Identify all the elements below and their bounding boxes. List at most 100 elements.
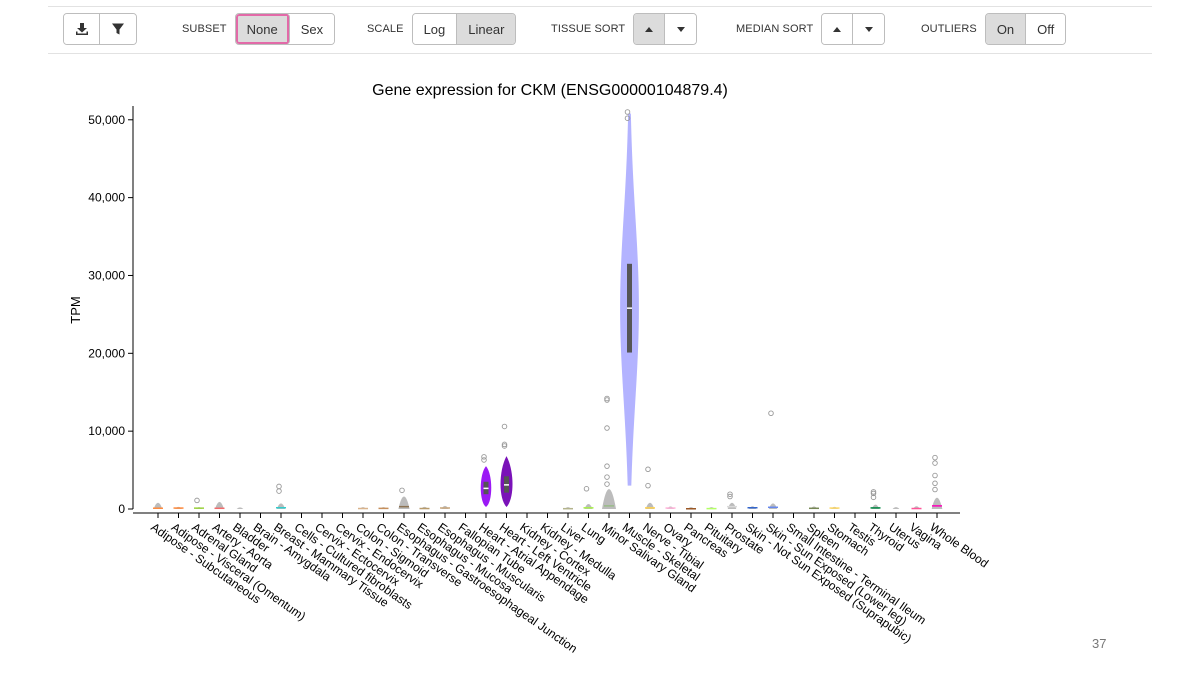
- outlier-point: [604, 463, 610, 469]
- download-button[interactable]: [64, 14, 100, 44]
- outlier-point: [399, 487, 405, 494]
- outlier-point: [604, 397, 610, 403]
- outlier-point: [276, 483, 282, 490]
- outlier-point: [932, 454, 938, 461]
- violin-chart: Gene expression for CKM (ENSG00000104879…: [68, 82, 991, 656]
- y-tick-label: 20,000: [88, 346, 125, 360]
- tissue-sort-group: TISSUE SORT: [551, 13, 698, 45]
- caret-up-icon: [833, 26, 842, 32]
- outlier-point: [932, 480, 938, 487]
- outlier-point: [194, 497, 200, 504]
- violin-35: [870, 489, 881, 509]
- violin-10: [358, 507, 368, 510]
- outlier-point: [645, 482, 651, 489]
- tissue-sort-label: TISSUE SORT: [551, 23, 626, 35]
- y-tick-label: 0: [118, 502, 125, 516]
- violin-28: [727, 491, 737, 509]
- outliers-off-button[interactable]: Off: [1026, 14, 1066, 44]
- outlier-point: [501, 423, 508, 430]
- violin-20: [563, 507, 573, 510]
- outlier-point: [727, 493, 733, 500]
- violin-1: [173, 506, 184, 509]
- filter-button[interactable]: [100, 14, 136, 44]
- median-sort-descending-button[interactable]: [853, 14, 885, 44]
- violin-33: [829, 506, 840, 509]
- scale-log-button[interactable]: Log: [412, 14, 458, 44]
- y-tick-label: 50,000: [88, 113, 125, 127]
- violin-3: [214, 501, 225, 510]
- y-tick-label: 30,000: [88, 268, 125, 282]
- outlier-point: [768, 410, 774, 417]
- y-axis: 0 10,000 20,000 30,000 40,000 50,000: [88, 106, 134, 516]
- chart-title: Gene expression for CKM (ENSG00000104879…: [372, 82, 728, 99]
- export-filter-group: [63, 13, 137, 45]
- caret-up-icon: [645, 26, 654, 32]
- outlier-point: [870, 490, 877, 497]
- violin-38: [931, 454, 943, 509]
- violin-21: [583, 486, 594, 509]
- subset-none-button[interactable]: None: [235, 14, 290, 44]
- violin-shape: [931, 497, 943, 509]
- violin-6: [276, 483, 286, 509]
- outlier-point: [624, 115, 631, 121]
- outlier-point: [624, 109, 631, 115]
- violin-shape: [768, 503, 778, 509]
- toolbar: SUBSET None Sex SCALE Log Linear TISSUE …: [48, 6, 1152, 54]
- outlier-point: [481, 454, 487, 460]
- outlier-point: [604, 425, 610, 431]
- outliers-on-button[interactable]: On: [985, 14, 1027, 44]
- filter-icon: [112, 23, 124, 35]
- violin-23: [620, 109, 639, 486]
- outliers-group: OUTLIERS On Off: [921, 13, 1067, 45]
- violin-36: [892, 507, 900, 509]
- violin-0: [153, 502, 163, 509]
- violin-30: [768, 410, 778, 509]
- violin-13: [419, 506, 430, 510]
- violin-37: [911, 506, 922, 510]
- violin-27: [706, 507, 717, 510]
- violin-29: [747, 506, 758, 509]
- median-sort-ascending-button[interactable]: [822, 14, 854, 44]
- subset-sex-button[interactable]: Sex: [289, 14, 335, 44]
- page-number: 37: [1092, 636, 1107, 651]
- scale-linear-button[interactable]: Linear: [457, 14, 516, 44]
- outlier-point: [932, 486, 938, 493]
- y-tick-label: 10,000: [88, 424, 125, 438]
- violin-4: [236, 507, 244, 509]
- outlier-point: [645, 466, 651, 473]
- violin-2: [194, 497, 204, 509]
- violin-shape: [602, 489, 616, 509]
- violin-22: [602, 395, 616, 509]
- outlier-point: [604, 481, 610, 487]
- outlier-point: [501, 441, 508, 448]
- subset-label: SUBSET: [182, 23, 227, 35]
- scale-label: SCALE: [367, 23, 404, 35]
- outlier-point: [932, 460, 938, 466]
- violin-12: [398, 487, 410, 509]
- violin-shape: [215, 501, 224, 509]
- median-sort-label: MEDIAN SORT: [736, 23, 814, 35]
- violin-26: [686, 507, 696, 510]
- violin-shape: [727, 502, 737, 509]
- tissue-sort-descending-button[interactable]: [665, 14, 697, 44]
- outlier-point: [932, 472, 938, 479]
- tissue-sort-ascending-button[interactable]: [634, 14, 666, 44]
- outliers-label: OUTLIERS: [921, 23, 977, 35]
- outlier-point: [604, 474, 610, 480]
- download-icon: [75, 23, 88, 35]
- violin-11: [378, 507, 389, 510]
- outlier-point: [481, 457, 487, 463]
- violin-shape: [153, 502, 163, 509]
- violin-shape: [236, 507, 244, 509]
- violin-17: [500, 423, 513, 507]
- violin-24: [645, 466, 655, 509]
- subset-group: SUBSET None Sex: [182, 13, 336, 45]
- outlier-point: [583, 486, 590, 492]
- violin-16: [480, 454, 492, 507]
- violins: [153, 109, 943, 510]
- outlier-point: [727, 491, 733, 497]
- violin-32: [809, 506, 819, 510]
- outlier-point: [501, 443, 508, 449]
- caret-down-icon: [864, 26, 873, 32]
